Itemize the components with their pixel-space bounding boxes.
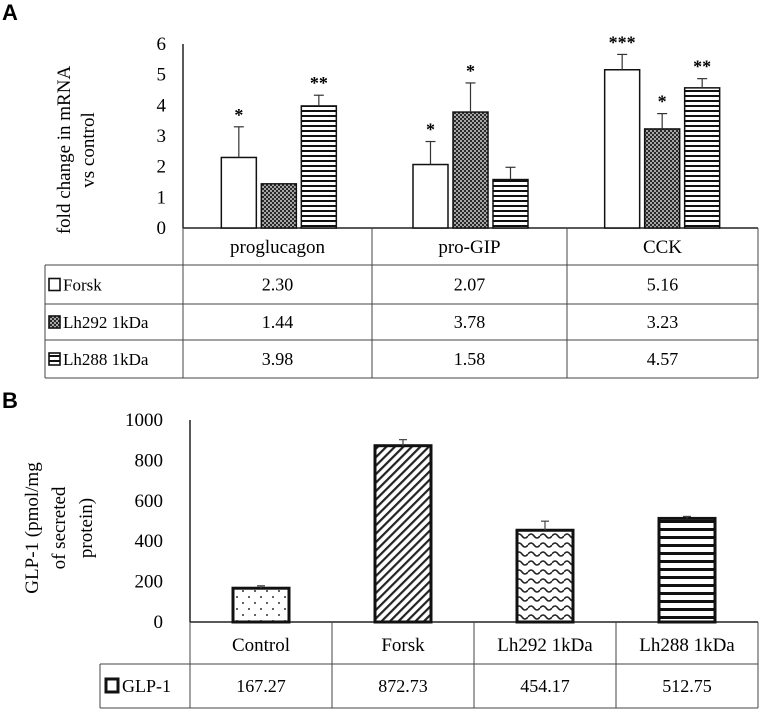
panel-a-bars: *********** bbox=[220, 32, 721, 229]
panel-b: B GLP-1 (pmol/mg of secreted protein) 0 200… bbox=[2, 388, 759, 709]
panel-a-table-cell: 5.16 bbox=[647, 275, 679, 295]
panel-a-legend-label: Lh292 1kDa bbox=[63, 313, 149, 332]
panel-a-bar bbox=[260, 183, 298, 229]
panel-a-bar bbox=[643, 128, 681, 229]
panel-a-y-tick-label: 6 bbox=[157, 34, 167, 55]
panel-b-legend-label: GLP-1 bbox=[122, 676, 171, 696]
panel-a-y-tick-label: 4 bbox=[157, 95, 167, 116]
panel-b-bar bbox=[373, 444, 433, 624]
panel-b-y-label-line: of secreted bbox=[49, 486, 70, 569]
panel-b-data-table: Control Forsk Lh292 1kDa Lh288 1kDa GLP-1 167… bbox=[99, 622, 759, 709]
panel-a-table-cell: 3.98 bbox=[262, 349, 294, 369]
panel-a-table-cell: 2.07 bbox=[454, 275, 486, 295]
panel-a-category-label: proglucagon bbox=[230, 237, 325, 258]
panel-a-bar bbox=[412, 163, 449, 229]
panel-b-legend-swatch bbox=[104, 677, 120, 694]
panel-a-y-label-line: vs control bbox=[78, 112, 99, 187]
panel-a-legend-label: Forsk bbox=[63, 276, 102, 295]
panel-a-y-tick-label: 3 bbox=[157, 126, 167, 147]
panel-b-category-label: Lh288 1kDa bbox=[639, 635, 735, 656]
panel-b-y-tick-label: 600 bbox=[135, 491, 164, 512]
panel-a-table-cell: 1.58 bbox=[454, 349, 486, 369]
panel-a-y-axis-label: fold change in mRNA vs control bbox=[54, 66, 99, 235]
panel-b-category-label: Lh292 1kDa bbox=[497, 635, 593, 656]
panel-a-table-cell: 1.44 bbox=[262, 312, 294, 332]
panel-a-table-cell: 3.78 bbox=[454, 312, 486, 332]
panel-a-category-label: pro-GIP bbox=[438, 237, 500, 258]
panel-a-y-tick-label: 1 bbox=[157, 187, 167, 208]
panel-b-y-tick-label: 400 bbox=[135, 531, 164, 552]
panel-b-y-axis-label: GLP-1 (pmol/mg of secreted protein) bbox=[22, 462, 97, 594]
panel-a-bar bbox=[603, 69, 641, 229]
panel-a-significance-mark: *** bbox=[609, 32, 636, 52]
panel-a-significance-mark: ** bbox=[310, 73, 328, 93]
panel-b-table-cell: 167.27 bbox=[236, 676, 286, 696]
panel-a-legend-swatch bbox=[48, 315, 61, 329]
panel-a-table-cell: 3.23 bbox=[647, 312, 679, 332]
panel-b-bars bbox=[231, 439, 717, 624]
panel-a-legend-label: Lh288 1kDa bbox=[63, 350, 149, 369]
panel-a-letter: A bbox=[2, 0, 18, 25]
panel-a-significance-mark: ** bbox=[693, 57, 711, 77]
panel-a-y-label-line: fold change in mRNA bbox=[54, 66, 75, 235]
panel-a-significance-mark: * bbox=[658, 92, 667, 112]
panel-a-bar bbox=[492, 178, 529, 229]
panel-a-significance-mark: * bbox=[466, 61, 475, 81]
panel-b-y-label-line: GLP-1 (pmol/mg bbox=[22, 462, 43, 594]
panel-a-legend-swatch bbox=[48, 352, 61, 366]
panel-a-legend-swatch bbox=[48, 277, 61, 292]
panel-a-significance-mark: * bbox=[426, 120, 435, 140]
panel-a-bar bbox=[220, 156, 258, 229]
panel-a-bar bbox=[300, 105, 338, 229]
panel-b-y-tick-label: 0 bbox=[154, 612, 164, 633]
panel-b-bar bbox=[515, 528, 575, 624]
panel-b-table-cell: 512.75 bbox=[662, 676, 712, 696]
panel-a-category-label: CCK bbox=[643, 237, 682, 258]
panel-b-table-cell: 872.73 bbox=[378, 676, 428, 696]
panel-a-bar bbox=[683, 87, 721, 229]
panel-a-table-cell: 4.57 bbox=[647, 349, 679, 369]
panel-a: A fold change in mRNA vs control 0123456 … bbox=[2, 0, 759, 379]
panel-b-y-tick-label: 800 bbox=[135, 450, 164, 471]
panel-a-y-tick-label: 2 bbox=[157, 157, 167, 178]
panel-a-y-tick-label: 0 bbox=[157, 218, 167, 239]
panel-a-significance-mark: * bbox=[234, 105, 243, 125]
panel-b-letter: B bbox=[2, 388, 18, 413]
panel-a-data-table: proglucagon pro-GIP CCK Forsk 2.30 2.07 5.16 Lh… bbox=[44, 228, 759, 379]
panel-b-y-tick-label: 200 bbox=[135, 572, 164, 593]
panel-b-y-tick-label: 1000 bbox=[125, 410, 163, 431]
panel-b-table-cell: 454.17 bbox=[520, 676, 570, 696]
panel-b-y-ticks: 0 200 400 600 800 1000 bbox=[125, 410, 163, 633]
panel-a-y-ticks: 0 1 2 3 4 5 6 bbox=[157, 34, 167, 239]
panel-a-bar bbox=[452, 111, 489, 229]
panel-b-bar bbox=[657, 516, 717, 624]
panel-a-y-tick-label: 5 bbox=[157, 65, 167, 86]
panel-b-bar bbox=[231, 586, 291, 624]
panel-a-table-cell: 2.30 bbox=[262, 275, 294, 295]
panel-b-y-label-line: protein) bbox=[76, 498, 97, 558]
panel-b-category-label: Control bbox=[232, 635, 290, 656]
panel-b-category-label: Forsk bbox=[381, 635, 425, 656]
